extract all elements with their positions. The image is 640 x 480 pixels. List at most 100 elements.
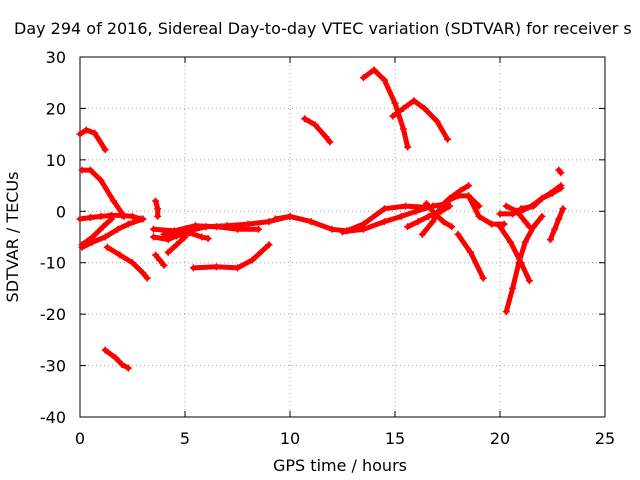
data-point — [404, 223, 412, 231]
series-arc-30 — [517, 182, 565, 213]
data-point — [286, 212, 294, 220]
data-point — [234, 225, 241, 233]
data-point — [322, 133, 330, 141]
data-point — [454, 192, 462, 200]
data-point — [517, 205, 525, 213]
data-point — [101, 346, 109, 354]
data-point — [479, 274, 487, 282]
series-arc-22 — [423, 200, 456, 231]
data-point — [301, 115, 309, 123]
data-point — [101, 146, 109, 154]
data-point — [399, 104, 407, 112]
data-point — [160, 261, 168, 269]
data-point — [181, 233, 189, 241]
data-point — [391, 99, 399, 107]
series-line — [272, 203, 429, 234]
data-point — [89, 233, 97, 241]
series-line — [518, 183, 564, 212]
data-point — [204, 235, 212, 243]
series-arc-25 — [465, 192, 508, 228]
data-point — [513, 207, 521, 215]
data-point — [114, 225, 122, 233]
data-point — [521, 218, 529, 226]
series-line — [497, 224, 532, 284]
y-tick-label: 20 — [46, 99, 66, 118]
data-point — [307, 218, 315, 226]
data-point — [437, 202, 445, 210]
data-point — [97, 212, 105, 220]
data-point — [557, 169, 565, 177]
y-tick-label: -20 — [40, 305, 66, 324]
data-point — [509, 284, 517, 292]
data-point — [475, 202, 483, 210]
data-point — [456, 187, 464, 195]
data-point — [525, 277, 533, 285]
data-point — [538, 194, 546, 202]
data-point — [496, 223, 504, 231]
data-point — [326, 138, 334, 146]
series-arc-19 — [389, 97, 451, 143]
series-line — [190, 242, 272, 271]
series-arc-32 — [555, 166, 565, 177]
data-point — [404, 143, 412, 151]
data-point — [465, 182, 472, 190]
data-point — [124, 220, 132, 228]
data-point — [137, 215, 145, 223]
data-point — [213, 223, 220, 231]
series-arc-18 — [360, 66, 412, 151]
series-line — [547, 206, 566, 243]
data-point — [271, 215, 279, 223]
data-point — [311, 121, 319, 129]
data-point — [248, 256, 256, 264]
data-point — [502, 202, 510, 210]
data-point — [156, 256, 164, 264]
data-point — [97, 176, 105, 184]
series-arc-31 — [546, 205, 567, 244]
series-line — [77, 127, 108, 153]
data-point — [557, 182, 565, 190]
data-series — [76, 66, 567, 372]
series-line — [79, 216, 114, 248]
series-line — [390, 98, 450, 142]
series-arc-27 — [502, 212, 546, 316]
data-point — [78, 166, 86, 174]
data-point — [488, 220, 496, 228]
data-point — [360, 74, 367, 82]
data-point — [150, 225, 157, 233]
data-point — [399, 125, 407, 133]
data-point — [76, 215, 84, 223]
data-point — [339, 228, 346, 236]
x-tick-label: 0 — [75, 429, 85, 448]
data-point — [328, 225, 336, 233]
data-point — [360, 225, 367, 233]
series-arc-05 — [78, 215, 115, 249]
series-line — [503, 213, 545, 315]
data-point — [439, 218, 447, 226]
data-point — [412, 207, 420, 215]
data-point — [152, 251, 160, 259]
series-arc-06 — [103, 243, 151, 282]
x-axis-label: GPS time / hours — [273, 456, 407, 475]
data-point — [87, 166, 94, 174]
x-tick-label: 15 — [385, 429, 405, 448]
y-tick-label: 30 — [46, 48, 66, 67]
series-line — [455, 231, 486, 281]
data-point — [154, 205, 162, 213]
series-arc-13 — [164, 233, 189, 256]
data-point — [420, 104, 428, 112]
x-tick-label: 5 — [180, 429, 190, 448]
data-point — [152, 197, 160, 205]
data-point — [465, 192, 472, 200]
data-point — [431, 210, 439, 218]
series-arc-17 — [301, 115, 334, 146]
data-point — [124, 364, 132, 372]
data-point — [171, 227, 178, 235]
data-point — [370, 66, 378, 74]
data-point — [496, 210, 504, 218]
axis-ticks: 0 5 10 15 20 25 -40 -30 -20 -10 0 10 20 30 — [40, 48, 615, 448]
series-line — [302, 116, 333, 145]
series-line — [424, 201, 455, 230]
data-point — [234, 264, 241, 272]
data-point — [546, 189, 554, 197]
